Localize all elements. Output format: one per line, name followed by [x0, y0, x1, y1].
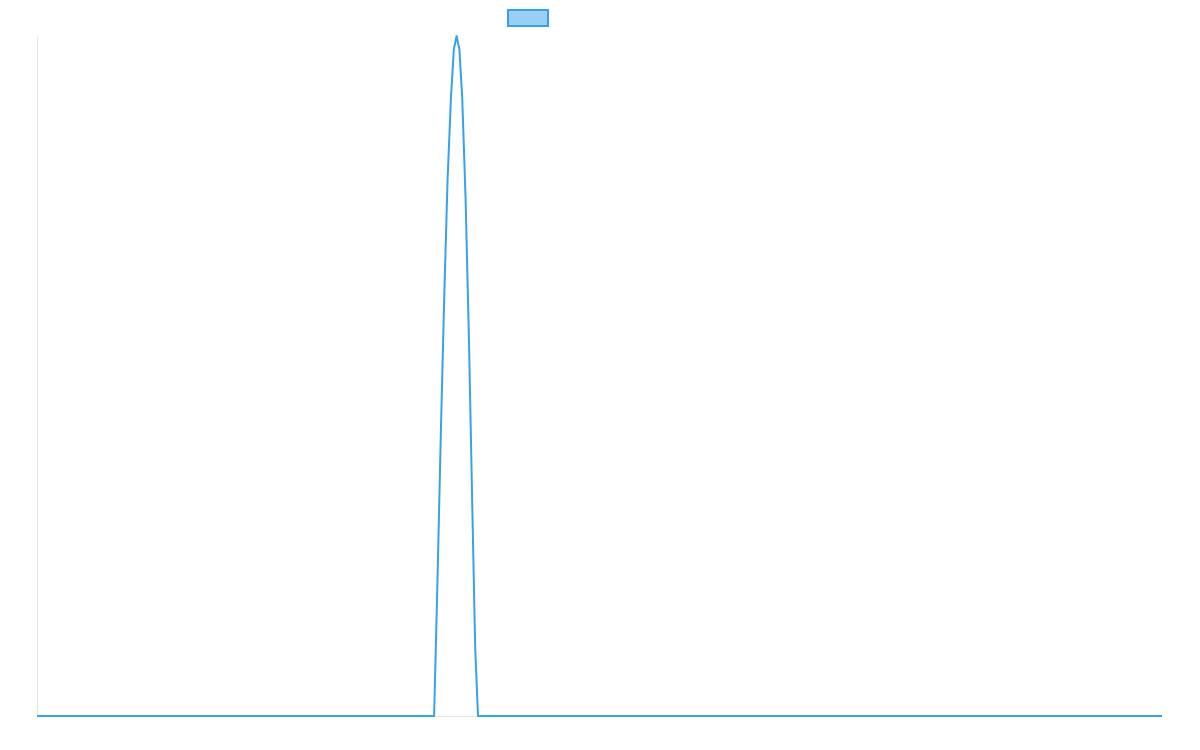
series-line-0: [37, 35, 1162, 717]
legend-swatch[interactable]: [507, 9, 549, 27]
